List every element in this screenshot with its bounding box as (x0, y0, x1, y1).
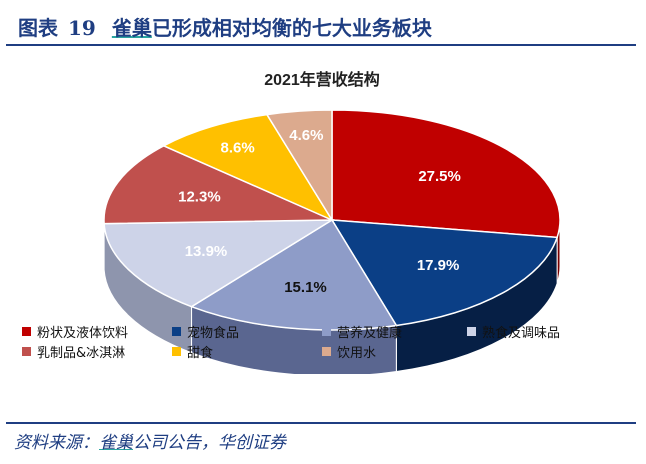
pie-chart: 27.5% 17.9% 15.1% 13.9% 12.3% 8.6% 4.6% (103, 109, 561, 374)
legend-item-4: 乳制品&冰淇淋 (22, 342, 125, 361)
legend-swatch-0 (22, 327, 31, 336)
figure-label: 图表 (18, 16, 58, 40)
pie-slice-0 (331, 109, 561, 239)
source-text: 公司公告，华创证券 (133, 433, 286, 453)
pie-slice-1 (330, 219, 559, 327)
legend-label-2: 营养及健康 (337, 326, 403, 341)
legend-label-1: 宠物食品 (187, 326, 240, 341)
legend-label-4: 乳制品&冰淇淋 (37, 346, 126, 361)
legend-swatch-5 (172, 347, 181, 356)
legend-item-1: 宠物食品 (172, 322, 239, 341)
pie-slice-6 (265, 109, 333, 223)
legend-swatch-1 (172, 327, 181, 336)
legend-label-3: 熟食及调味品 (482, 326, 561, 341)
pie-slice-2 (189, 218, 398, 331)
legend-item-5: 甜食 (172, 342, 213, 361)
legend-swatch-2 (322, 327, 331, 336)
legend-item-6: 饮用水 (322, 342, 376, 361)
pie-label-0: 27.5% (418, 168, 461, 185)
legend-swatch-3 (467, 327, 476, 336)
chart-area: 27.5% 17.9% 15.1% 13.9% 12.3% 8.6% 4.6% 2021年营… (22, 54, 622, 419)
pie-label-4: 12.3% (178, 188, 221, 205)
pie-label-1: 17.9% (417, 257, 460, 274)
pie-label-3: 13.9% (185, 243, 228, 260)
pie-slice-4 (103, 144, 333, 225)
pie-slice-3 (103, 219, 335, 308)
pie-label-6: 4.6% (289, 127, 323, 144)
title-brand-link[interactable]: 雀巢 (111, 16, 152, 40)
legend-label-6: 饮用水 (337, 346, 377, 361)
pie-slice-5 (161, 113, 334, 222)
legend-label-5: 甜食 (187, 346, 214, 361)
legend-item-3: 熟食及调味品 (467, 322, 560, 341)
legend-swatch-4 (22, 347, 31, 356)
top-divider (6, 44, 636, 46)
legend-item-2: 营养及健康 (322, 322, 402, 341)
source-note: 资料来源：雀巢公司公告，华创证券 (14, 428, 286, 453)
figure-header: 图表 19 雀巢已形成相对均衡的七大业务板块 (6, 4, 636, 44)
legend-item-0: 粉状及液体饮料 (22, 322, 128, 341)
legend-label-0: 粉状及液体饮料 (37, 326, 129, 341)
source-label: 资料来源： (14, 433, 99, 453)
title-text: 已形成相对均衡的七大业务板块 (151, 16, 432, 40)
pie-label-2: 15.1% (284, 279, 327, 296)
legend-swatch-6 (322, 347, 331, 356)
chart-title: 2021年营收结构 (264, 72, 380, 89)
figure-number: 19 (68, 16, 96, 40)
source-brand-link[interactable]: 雀巢 (99, 433, 133, 453)
pie-label-5: 8.6% (220, 139, 254, 156)
figure-title: 图表 19 雀巢已形成相对均衡的七大业务板块 (18, 12, 432, 41)
bottom-divider (6, 422, 636, 424)
